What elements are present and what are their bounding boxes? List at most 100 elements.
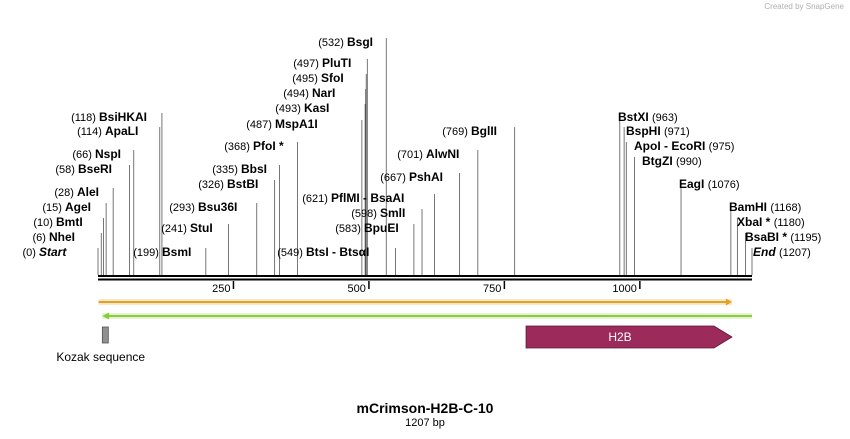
enzyme-name: BsiHKAI — [99, 110, 147, 124]
site-position: (494) — [283, 88, 312, 100]
enzyme-name: AgeI — [65, 200, 91, 214]
enzyme-name: PfoI * — [253, 139, 284, 153]
enzyme-name: Start — [39, 245, 67, 259]
site-position: (1207) — [779, 247, 811, 259]
site-label: (495) SfoI — [292, 71, 343, 85]
enzyme-name: MspA1I — [275, 117, 318, 131]
enzyme-name: ApaLI — [105, 124, 138, 138]
site-position: (28) — [54, 187, 77, 199]
site-label: BamHI (1168) — [729, 200, 801, 214]
site-position: (0) — [23, 247, 40, 259]
site-position: (975) — [709, 141, 735, 153]
enzyme-name: AleI — [77, 185, 99, 199]
site-position: (990) — [676, 156, 702, 168]
site-label: (66) NspI — [72, 147, 121, 161]
scale-ticks: 250 500 750 1000 — [212, 281, 641, 295]
enzyme-name: StuI — [190, 221, 213, 235]
site-label: (493) KasI — [275, 101, 329, 115]
site-label: (10) BmtI — [33, 215, 82, 229]
enzyme-name: ApoI - EcoRI — [634, 139, 709, 153]
site-position: (598) — [351, 208, 380, 220]
site-label: (114) ApaLI — [77, 124, 138, 138]
enzyme-name: Bsu36I — [198, 200, 237, 214]
enzyme-name: BspHI — [626, 124, 664, 138]
site-label: (497) PluTI — [293, 56, 351, 70]
enzyme-name: BglII — [471, 124, 497, 138]
site-position: (971) — [664, 126, 690, 138]
enzyme-name: BstXI — [618, 110, 652, 124]
map-title: mCrimson-H2B-C-10 — [356, 400, 494, 416]
scale-tick-label: 500 — [348, 283, 366, 295]
enzyme-name: BseRI — [78, 162, 112, 176]
enzyme-name: BamHI — [729, 200, 770, 214]
site-position: (15) — [42, 202, 65, 214]
enzyme-name: BmtI — [56, 215, 83, 229]
orf-forward-arrow — [725, 298, 732, 306]
site-position: (114) — [77, 126, 105, 138]
site-position: (66) — [72, 149, 95, 161]
site-position: (241) — [161, 223, 190, 235]
enzyme-name: XbaI * — [737, 215, 774, 229]
site-label: (532) BsgI — [318, 35, 373, 49]
site-position: (667) — [380, 172, 409, 184]
site-label: (199) BsmI — [133, 245, 191, 259]
site-position: (58) — [55, 164, 78, 176]
site-position: (326) — [198, 179, 227, 191]
site-label: (494) NarI — [283, 86, 335, 100]
site-label: (58) BseRI — [55, 162, 112, 176]
site-position: (118) — [71, 112, 99, 124]
site-position: (769) — [442, 126, 471, 138]
site-position: (1180) — [774, 217, 805, 229]
site-label: ApoI - EcoRI (975) — [634, 139, 734, 153]
site-label: BsaBI * (1195) — [745, 230, 821, 244]
site-position: (1076) — [708, 179, 740, 191]
enzyme-name: BtgZI — [642, 154, 676, 168]
site-label: BtgZI (990) — [642, 154, 702, 168]
enzyme-name: BtsI - BtsαI — [306, 245, 369, 259]
kozak-label: Kozak sequence — [56, 350, 145, 364]
site-position: (368) — [224, 141, 253, 153]
site-position: (621) — [302, 193, 331, 205]
site-label: BstXI (963) — [618, 110, 678, 124]
site-position: (293) — [169, 202, 198, 214]
enzyme-name: SmlI — [380, 206, 405, 220]
site-position: (497) — [293, 58, 322, 70]
snapgene-credit: Created by SnapGene — [764, 2, 844, 11]
site-position: (1195) — [790, 232, 821, 244]
site-label: (28) AleI — [54, 185, 99, 199]
site-label: EagI (1076) — [679, 177, 739, 191]
site-position: (1168) — [770, 202, 801, 214]
site-label: (6) NheI — [33, 230, 76, 244]
site-label: XbaI * (1180) — [737, 215, 805, 229]
site-label: (621) PflMI - BsaAI — [302, 191, 404, 205]
scale-tick-label: 750 — [483, 283, 501, 295]
site-label: (583) BpuEI — [335, 221, 398, 235]
kozak-box — [101, 326, 109, 344]
enzyme-name: NarI — [312, 86, 335, 100]
site-position: (335) — [212, 164, 241, 176]
site-position: (701) — [397, 149, 426, 161]
enzyme-name: BsgI — [347, 35, 373, 49]
enzyme-name: BpuEI — [364, 221, 399, 235]
site-position: (583) — [335, 223, 364, 235]
enzyme-name: BstBI — [227, 177, 258, 191]
site-position: (549) — [277, 247, 306, 259]
site-label: (487) MspA1I — [246, 117, 317, 131]
site-label: (667) PshAI — [380, 170, 443, 184]
site-label: (368) PfoI * — [224, 139, 284, 153]
site-position: (6) — [33, 232, 50, 244]
map-length: 1207 bp — [405, 417, 445, 429]
enzyme-name: AlwNI — [426, 147, 459, 161]
site-position: (199) — [133, 247, 162, 259]
site-label: (15) AgeI — [42, 200, 91, 214]
enzyme-name: PflMI - BsaAI — [331, 191, 404, 205]
site-position: (10) — [33, 217, 56, 229]
site-label: (326) BstBI — [198, 177, 258, 191]
site-label: End (1207) — [753, 245, 811, 259]
enzyme-name: PshAI — [409, 170, 443, 184]
site-label: (549) BtsI - BtsαI — [277, 245, 369, 259]
site-position: (532) — [318, 37, 347, 49]
site-label: (241) StuI — [161, 221, 212, 235]
site-label: (701) AlwNI — [397, 147, 459, 161]
